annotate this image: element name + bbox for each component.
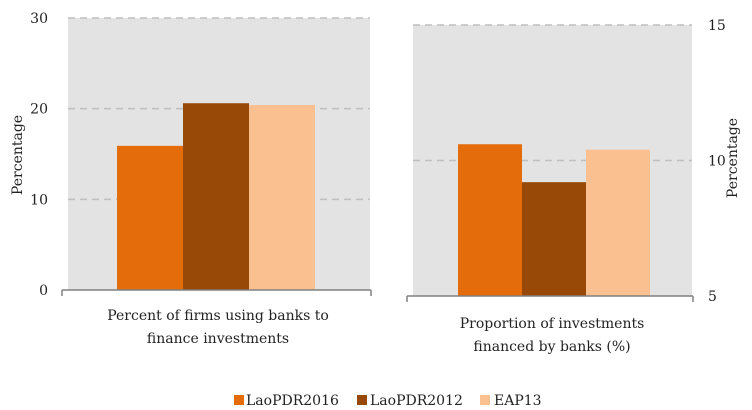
legend-label: LaoPDR2012	[370, 393, 463, 409]
bar-eap13	[249, 105, 315, 290]
legend: LaoPDR2016 LaoPDR2012 EAP13	[234, 393, 542, 409]
y-axis-label: Percentage	[725, 118, 741, 198]
x-category-label: finance investments	[147, 331, 289, 347]
bar-laopdr2016	[458, 144, 522, 296]
y-tick-label: 20	[30, 102, 48, 118]
legend-label: EAP13	[494, 393, 542, 409]
chart-panel-right: 5 10 15 Percentage Proportion of investments…	[406, 18, 741, 355]
y-tick-label: 5	[708, 289, 717, 305]
legend-swatch	[234, 395, 244, 405]
y-tick-label: 30	[30, 11, 48, 27]
legend-swatch	[357, 395, 367, 405]
x-category-label: Percent of firms using banks to	[107, 308, 329, 324]
y-tick-label: 15	[708, 18, 726, 34]
legend-label: LaoPDR2016	[246, 393, 339, 409]
x-category-label: Proportion of investments	[460, 316, 645, 332]
y-tick-label: 0	[39, 283, 48, 299]
bar-laopdr2016	[117, 145, 183, 290]
y-axis-label: Percentage	[10, 115, 26, 195]
bar-eap13	[586, 149, 650, 296]
y-tick-label: 10	[30, 192, 48, 208]
chart-panel-left: 0 10 20 30 Percentage Percent of firms using …	[10, 11, 372, 347]
legend-swatch	[480, 395, 490, 405]
bar-laopdr2012	[183, 103, 249, 290]
y-tick-label: 10	[708, 154, 726, 170]
bar-laopdr2012	[522, 182, 586, 296]
x-category-label: financed by banks (%)	[473, 339, 630, 355]
